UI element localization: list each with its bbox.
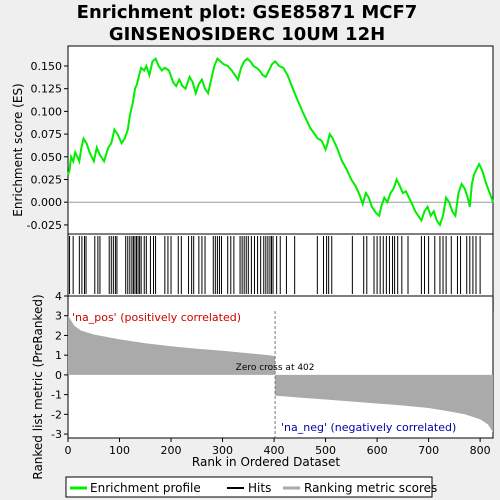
legend-box bbox=[65, 476, 433, 498]
x-tick-label: 600 bbox=[367, 444, 388, 457]
metric-y-tick-label: 2 bbox=[55, 329, 62, 342]
x-tick-label: 500 bbox=[315, 444, 336, 457]
es-y-tick-label: 0.125 bbox=[31, 83, 63, 96]
x-tick-label: 700 bbox=[418, 444, 439, 457]
hits-marks bbox=[69, 236, 481, 294]
metric-y-tick-label: 1 bbox=[55, 349, 62, 362]
positive-correlation-label: 'na_pos' (positively correlated) bbox=[72, 311, 241, 324]
zero-cross-label: Zero cross at 402 bbox=[236, 363, 315, 373]
es-y-tick-label: 0.000 bbox=[31, 196, 63, 209]
enrichment-profile-line bbox=[67, 57, 494, 228]
x-tick-label: 200 bbox=[161, 444, 182, 457]
es-panel bbox=[67, 45, 494, 235]
x-tick-label: 800 bbox=[470, 444, 491, 457]
x-tick-label: 100 bbox=[109, 444, 130, 457]
es-y-tick-label: 0.025 bbox=[31, 174, 63, 187]
x-axis-label: Rank in Ordered Dataset bbox=[192, 455, 340, 469]
es-y-tick-label: 0.050 bbox=[31, 151, 63, 164]
es-y-tick-label: 0.075 bbox=[31, 128, 63, 141]
es-y-tick-label: 0.150 bbox=[31, 60, 63, 73]
es-y-axis-label: Enrichment score (ES) bbox=[11, 83, 25, 216]
metric-y-tick-label: 4 bbox=[55, 290, 62, 303]
plot-title-line2: GINSENOSIDERC 10UM 12H bbox=[109, 24, 385, 45]
metric-y-tick-label: -3 bbox=[51, 428, 62, 441]
metric-y-tick-label: -2 bbox=[51, 408, 62, 421]
ranking-metric-area bbox=[68, 315, 493, 433]
metric-y-tick-label: -1 bbox=[51, 389, 62, 402]
metric-y-axis-label: Ranked list metric (PreRanked) bbox=[31, 294, 45, 479]
es-y-tick-label: -0.025 bbox=[27, 219, 62, 232]
plot-title-line1: Enrichment plot: GSE85871 MCF7 bbox=[77, 2, 418, 23]
x-tick-label: 300 bbox=[212, 444, 233, 457]
negative-correlation-label: 'na_neg' (negatively correlated) bbox=[281, 421, 456, 434]
legend-ranking-label: Ranking metric scores bbox=[304, 481, 437, 495]
es-axis: -0.025 0.000 0.025 0.050 0.075 0.100 0.125 0.15… bbox=[27, 60, 68, 232]
metric-axis: -3 -2 -1 0 1 2 3 4 bbox=[51, 290, 68, 441]
x-tick-label: 0 bbox=[65, 444, 72, 457]
metric-y-tick-label: 0 bbox=[55, 369, 62, 382]
x-tick-label: 400 bbox=[264, 444, 285, 457]
legend-enrichment-label: Enrichment profile bbox=[90, 481, 201, 495]
es-y-tick-label: 0.100 bbox=[31, 105, 63, 118]
legend-hits-label: Hits bbox=[248, 481, 271, 495]
metric-y-tick-label: 3 bbox=[55, 310, 62, 323]
x-axis: 0 100 200 300 400 500 600 700 800 bbox=[65, 438, 491, 457]
